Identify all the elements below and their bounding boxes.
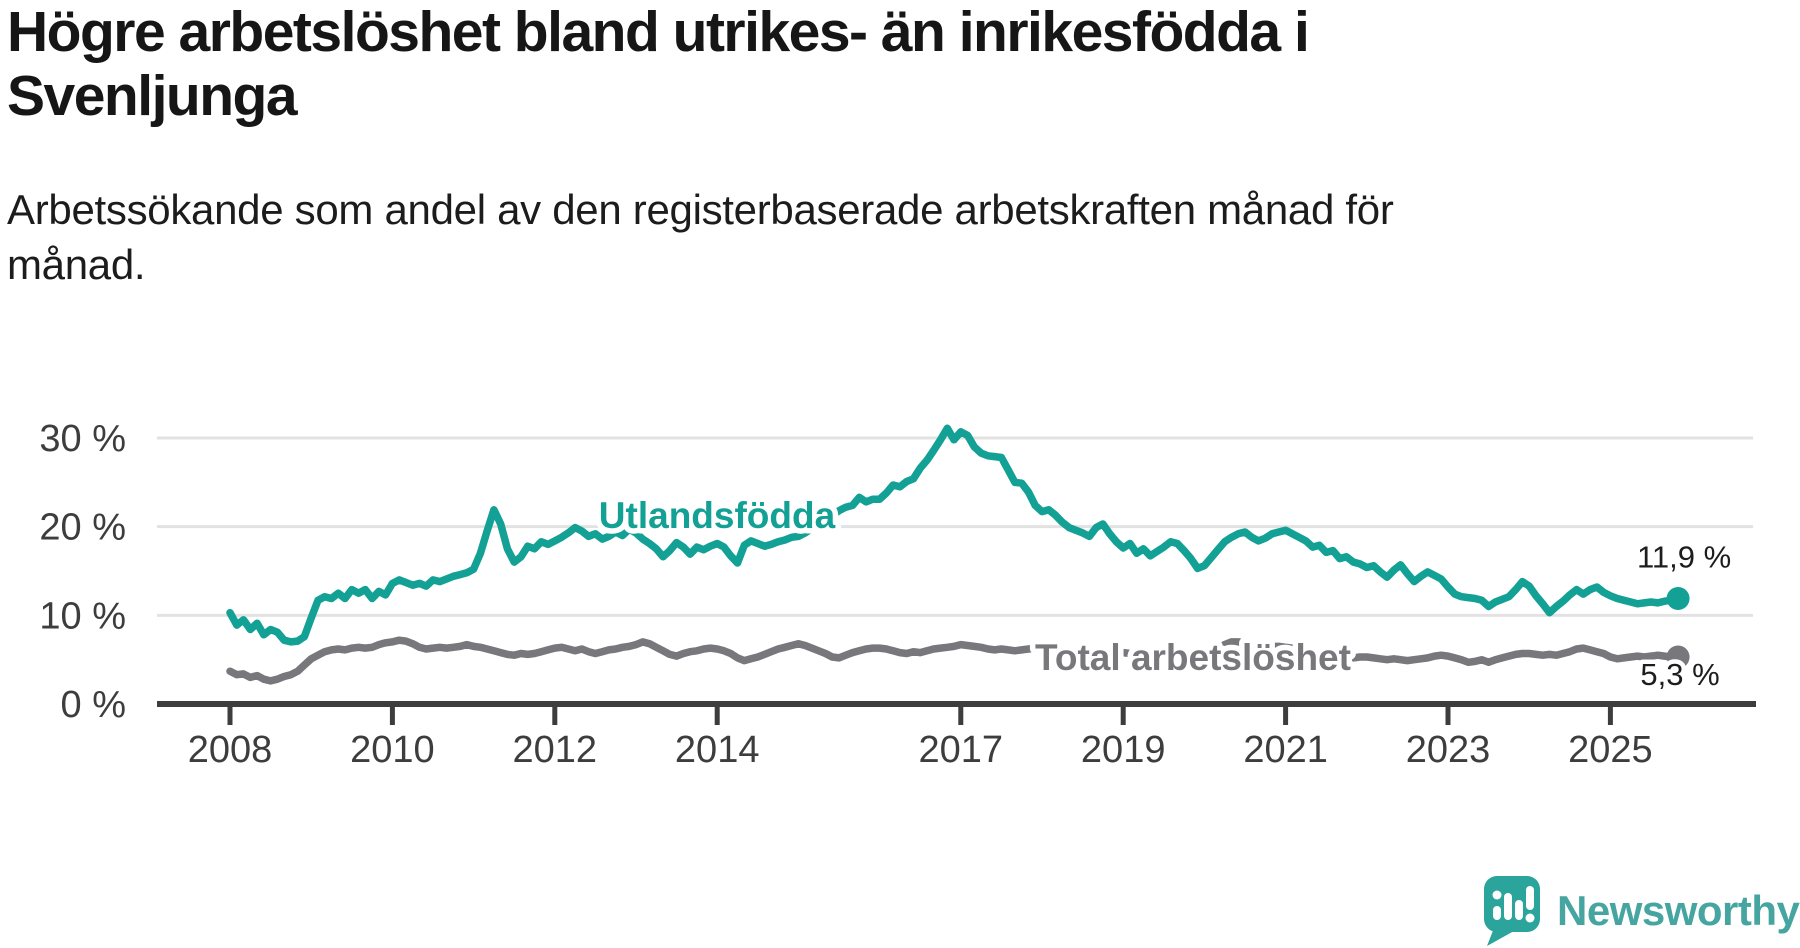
value-label-total-arbetsloshet: 5,3 % [1640,657,1719,692]
value-label-utlandsfodda: 11,9 % [1637,539,1731,574]
newsworthy-logo-icon [1484,876,1540,946]
y-tick-label: 30 % [39,418,126,460]
x-axis: 2008 2010 2012 2014 2017 2019 2021 2023 2025 [157,701,1756,771]
chart-subtitle: Arbetssökande som andel av den registerb… [7,186,1394,289]
series-label-utlandsfodda: Utlandsfödda [599,495,836,536]
series-lines [226,424,1682,685]
y-tick-label: 20 % [39,507,126,549]
x-tick-label: 2025 [1568,729,1653,771]
y-tick-label: 10 % [39,595,126,637]
x-tick-label: 2023 [1406,729,1491,771]
series-line-utlandsfodda [226,424,1682,646]
x-tick-label: 2014 [675,729,760,771]
gridlines: 30 % 20 % 10 % 0 % [39,418,1753,726]
newsworthy-logo-text: Newsworthy [1557,887,1800,934]
series-end-dots [1666,586,1690,669]
end-dot-utlandsfodda [1666,586,1690,610]
x-tick-label: 2008 [188,729,273,771]
x-tick-label: 2012 [513,729,598,771]
x-tick-label: 2010 [350,729,435,771]
end-dot-total [1666,645,1690,669]
y-tick-label: 0 % [61,684,126,726]
x-tick-label: 2021 [1243,729,1328,771]
x-tick-label: 2019 [1081,729,1166,771]
newsworthy-logo: Newsworthy [1482,874,1800,948]
series-label-total-arbetsloshet: Total arbetslöshet [1035,637,1351,678]
chart-title: Högre arbetslöshet bland utrikes- än inr… [7,0,1310,129]
series-line-total [226,636,1682,685]
x-tick-label: 2017 [919,729,1004,771]
